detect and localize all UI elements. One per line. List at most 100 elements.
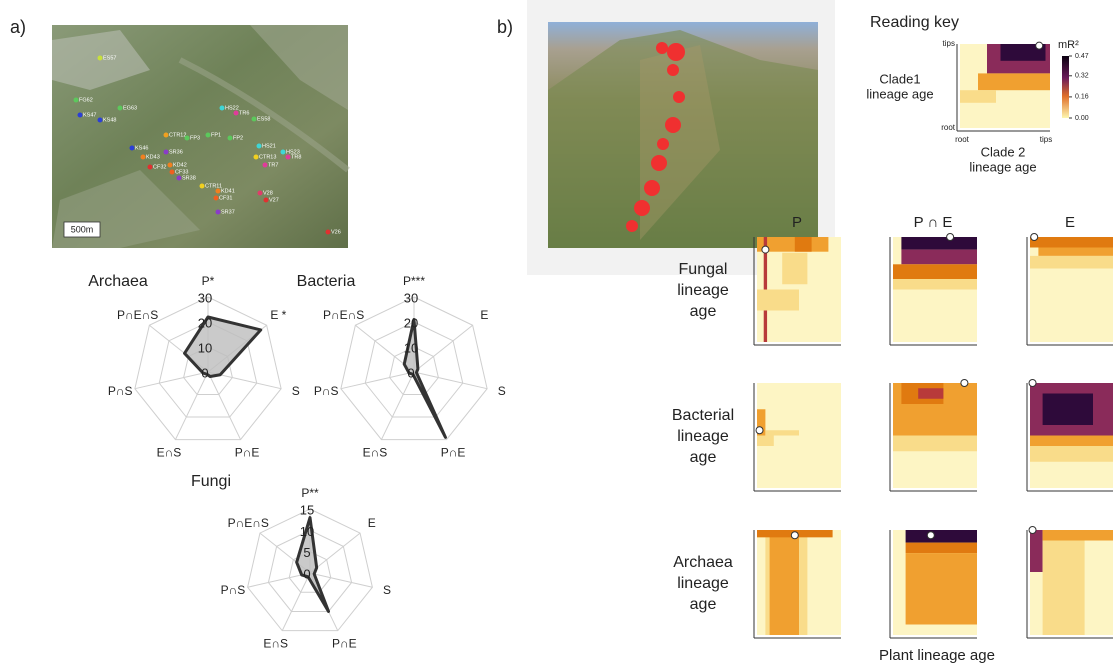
r-tick-label: 10 (198, 340, 212, 355)
reference-dot (960, 379, 969, 387)
axis-label: E∩S (363, 445, 388, 459)
r-tick-label: 15 (300, 502, 314, 517)
heatmap-cell (1030, 435, 1113, 446)
axis-label: P** (301, 486, 319, 500)
heatmap-cell (1000, 44, 1046, 61)
heatmap-cell (893, 279, 977, 290)
heatmap-cell (794, 237, 812, 252)
chart-title: Bacteria (297, 273, 356, 290)
grid-ring (364, 321, 464, 418)
site-label: TR7 (268, 162, 278, 168)
heatmap-cell (1042, 540, 1085, 635)
site-marker (257, 190, 263, 196)
radar-area (295, 516, 331, 613)
site-marker (163, 149, 169, 155)
site-label: CF31 (219, 195, 232, 201)
heatmap-cell (901, 237, 977, 250)
site-label: CTR13 (259, 154, 276, 160)
site-label: FG62 (79, 97, 93, 103)
site-marker (219, 105, 225, 111)
site-label: V28 (263, 190, 273, 196)
key-label: tips (943, 39, 955, 48)
heatmap-cell (1030, 237, 1113, 248)
reference-dot (1028, 526, 1037, 534)
site-marker (97, 55, 103, 61)
site-marker (280, 149, 286, 155)
r-tick-label: 30 (198, 290, 212, 305)
grid-ring (340, 296, 488, 441)
grid-ring (288, 551, 332, 593)
site-marker (213, 195, 219, 201)
reference-dot (755, 426, 764, 435)
key-label: tips (1040, 135, 1052, 144)
colorbar-tick-label: 0.47 (1075, 53, 1089, 60)
heatmap-cell (765, 430, 799, 436)
heatmap-cell (918, 388, 944, 399)
axis-label: P∩S (108, 384, 133, 398)
site-label: ES57 (103, 55, 116, 61)
heatmap-cell (1042, 393, 1093, 425)
site-marker (256, 143, 262, 149)
site-label: V26 (331, 229, 341, 235)
r-tick-label: 5 (303, 545, 310, 560)
axis-spoke (207, 371, 241, 440)
site-marker (215, 188, 221, 194)
heatmap-cell (893, 435, 977, 452)
key-axis-label: lineage age (866, 86, 933, 101)
site-label: TR8 (291, 154, 301, 160)
site-marker (262, 162, 268, 168)
heatmap-cell (782, 252, 808, 285)
site-marker (285, 154, 291, 160)
row-label: Bacterial (672, 407, 734, 424)
site-marker (117, 105, 123, 111)
site-marker (140, 154, 146, 160)
heatmap-cell (769, 535, 799, 635)
site-marker (129, 145, 135, 151)
site-marker (325, 229, 331, 235)
reference-dot (790, 531, 799, 540)
site-label: FP2 (233, 135, 243, 141)
site-marker (251, 116, 257, 122)
row-label: age (690, 303, 717, 320)
map: 500m (52, 25, 350, 248)
site-label: ES58 (257, 116, 270, 122)
site-marker (97, 117, 103, 123)
site-label: CF33 (175, 169, 188, 175)
site-marker (263, 197, 269, 203)
site-label: HS21 (262, 143, 276, 149)
heatmap-cell (1030, 255, 1113, 269)
colorbar-tick-label: 0.32 (1075, 73, 1089, 80)
r-tick-label: 20 (198, 315, 212, 330)
heatmap-cell (960, 90, 996, 103)
axis-label: S (292, 384, 300, 398)
axis-spoke (413, 371, 488, 390)
key-label: root (955, 135, 970, 144)
reference-dot (926, 531, 935, 540)
grid-ring (389, 346, 439, 396)
site-label: HS23 (286, 149, 300, 155)
column-label: P (792, 214, 802, 231)
axis-spoke (175, 371, 209, 440)
axis-label: P∩E∩S (323, 308, 364, 322)
row-label: Archaea (673, 554, 733, 571)
r-tick-label: 0 (303, 566, 310, 581)
heatmap-cell (893, 264, 977, 279)
site-label: FP1 (211, 132, 221, 138)
axis-label: S (383, 583, 391, 597)
row-label: lineage (677, 575, 729, 592)
key-axis-label: lineage age (969, 159, 1036, 174)
heatmap-cell (1038, 247, 1113, 256)
r-tick-label: 0 (407, 365, 414, 380)
site-label: KD41 (221, 188, 235, 194)
site-label: KS47 (83, 112, 96, 118)
site-label: KS48 (103, 117, 116, 123)
column-label: E (1065, 214, 1075, 231)
axis-spoke (247, 572, 311, 588)
axis-spoke (134, 371, 209, 390)
heatmap-cell (905, 553, 977, 625)
axis-spoke (281, 572, 311, 631)
r-tick-label: 10 (404, 340, 418, 355)
chart-title: Fungi (191, 473, 231, 490)
site-label: KD42 (173, 162, 187, 168)
